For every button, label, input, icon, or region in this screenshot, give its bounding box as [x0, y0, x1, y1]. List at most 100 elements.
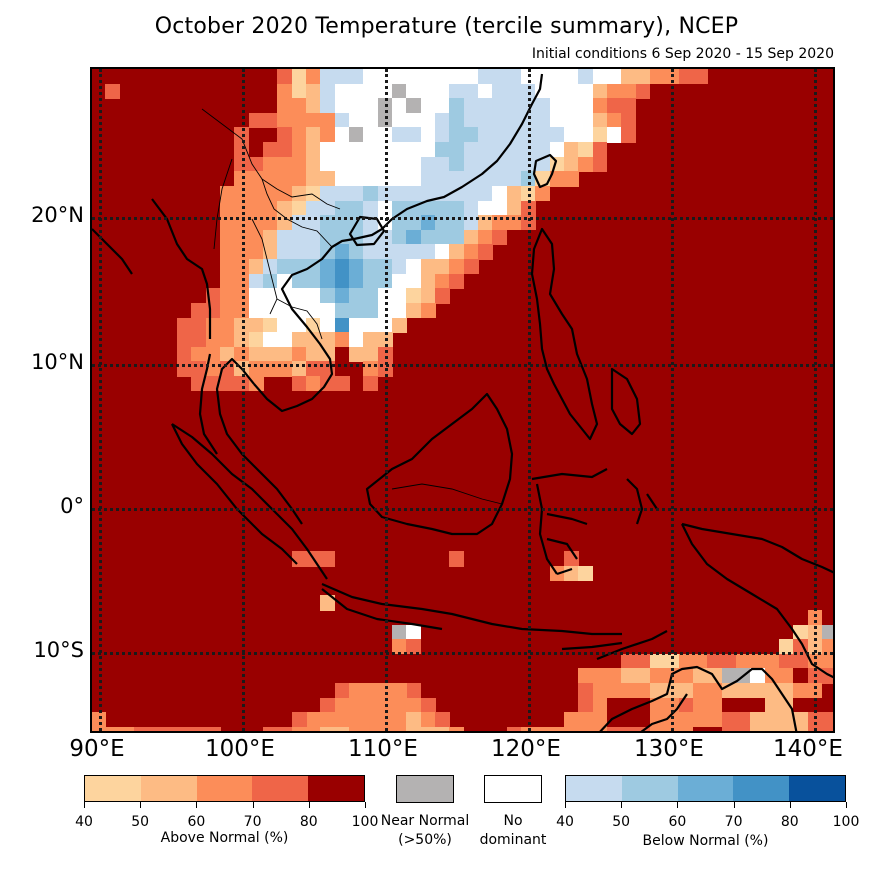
- grid-cell: [248, 288, 264, 304]
- grid-cell: [176, 332, 192, 348]
- grid-cell: [391, 259, 407, 275]
- grid-cell: [549, 69, 565, 85]
- grid-cell: [606, 112, 622, 129]
- grid-cell: [363, 98, 379, 114]
- grid-cell: [277, 317, 293, 333]
- grid-cell: [506, 112, 522, 129]
- grid-cell: [305, 156, 321, 172]
- grid-cell: [477, 229, 493, 246]
- grid-cell: [520, 726, 565, 731]
- grid-cell: [348, 317, 364, 333]
- grid-cell: [291, 288, 307, 304]
- grid-cell: [305, 244, 321, 260]
- grid-cell: [320, 726, 350, 731]
- grid-cell: [320, 317, 336, 333]
- near-normal-label-line1: Near Normal: [380, 813, 470, 829]
- grid-cell: [320, 156, 336, 172]
- grid-cell: [191, 346, 207, 362]
- grid-cell: [406, 259, 422, 275]
- grid-cell: [234, 229, 250, 246]
- grid-cell: [506, 83, 522, 99]
- grid-cell: [262, 200, 278, 216]
- grid-cell: [434, 712, 450, 728]
- grid-cell: [535, 83, 551, 99]
- grid-cell: [678, 69, 694, 85]
- grid-cell: [334, 200, 350, 216]
- grid-cell: [578, 98, 594, 114]
- chart-title: October 2020 Temperature (tercile summar…: [154, 14, 739, 39]
- grid-cell: [219, 185, 235, 202]
- colorbar-tick-label: 40: [556, 814, 574, 830]
- grid-cell: [563, 712, 608, 731]
- grid-cell: [363, 273, 379, 289]
- grid-cell: [391, 244, 407, 260]
- grid-cell: [391, 142, 407, 158]
- grid-cell: [420, 200, 436, 216]
- grid-cell: [449, 726, 465, 731]
- grid-cell: [406, 244, 422, 260]
- grid-cell: [477, 127, 493, 143]
- grid-cell: [363, 112, 379, 129]
- chart-subtitle: Initial conditions 6 Sep 2020 - 15 Sep 2…: [531, 46, 834, 62]
- grid-cell: [434, 259, 450, 275]
- grid-cell: [449, 98, 465, 114]
- grid-cell: [363, 156, 379, 172]
- grid-cell: [750, 668, 766, 684]
- grid-cell: [506, 142, 522, 158]
- lat-label-20n: 20°N: [31, 203, 84, 227]
- colorbar-tick-label: 60: [668, 814, 687, 830]
- grid-cell: [363, 259, 379, 275]
- colorbar-tick-mark: [846, 802, 847, 808]
- grid-cell: [391, 639, 407, 655]
- grid-cell: [348, 273, 364, 289]
- grid-cell: [262, 244, 278, 260]
- grid-cell: [434, 229, 450, 246]
- grid-cell: [219, 288, 235, 304]
- lat-label-10n: 10°N: [31, 350, 84, 374]
- grid-cell: [334, 127, 350, 143]
- grid-cell: [248, 259, 264, 275]
- grid-cell: [406, 171, 422, 187]
- colorbar-tick-mark: [677, 802, 679, 808]
- grid-cell: [291, 156, 307, 172]
- grid-cell: [477, 83, 493, 99]
- grid-cell: [449, 69, 465, 85]
- grid-cell: [721, 668, 751, 684]
- grid-cell: [420, 98, 436, 114]
- grid-cell: [363, 200, 379, 216]
- grid-cell: [578, 69, 594, 85]
- grid-cell: [176, 317, 192, 333]
- grid-cell: [649, 69, 665, 85]
- grid-cell: [363, 332, 379, 348]
- grid-cell: [406, 83, 422, 99]
- grid-cell: [291, 171, 307, 187]
- grid-cell: [234, 127, 250, 143]
- grid-cell: [219, 376, 235, 392]
- grid-cell: [506, 200, 522, 216]
- grid-cell: [592, 127, 608, 143]
- grid-cell: [277, 156, 293, 172]
- grid-cell: [92, 712, 106, 728]
- grid-cell: [277, 302, 293, 319]
- grid-cell: [391, 273, 407, 289]
- colorbar-tick-mark: [621, 802, 623, 808]
- grid-cell: [563, 98, 579, 114]
- grid-cell: [492, 185, 508, 202]
- grid-cell: [535, 185, 551, 202]
- grid-cell: [277, 259, 293, 275]
- grid-cell: [348, 244, 364, 260]
- grid-cell: [406, 69, 422, 85]
- grid-cell: [549, 98, 565, 114]
- grid-cell: [420, 83, 436, 99]
- grid-cell: [334, 112, 350, 129]
- grid-cell: [262, 229, 278, 246]
- grid-cell: [420, 69, 436, 85]
- no-dominant-label-line2: dominant: [479, 832, 547, 848]
- grid-cell: [463, 142, 479, 158]
- grid-cell: [420, 244, 436, 260]
- grid-cell: [363, 83, 379, 99]
- grid-cell: [291, 98, 307, 114]
- grid-cell: [391, 317, 407, 333]
- colorbar-swatch: [621, 776, 678, 801]
- grid-cell: [262, 346, 278, 362]
